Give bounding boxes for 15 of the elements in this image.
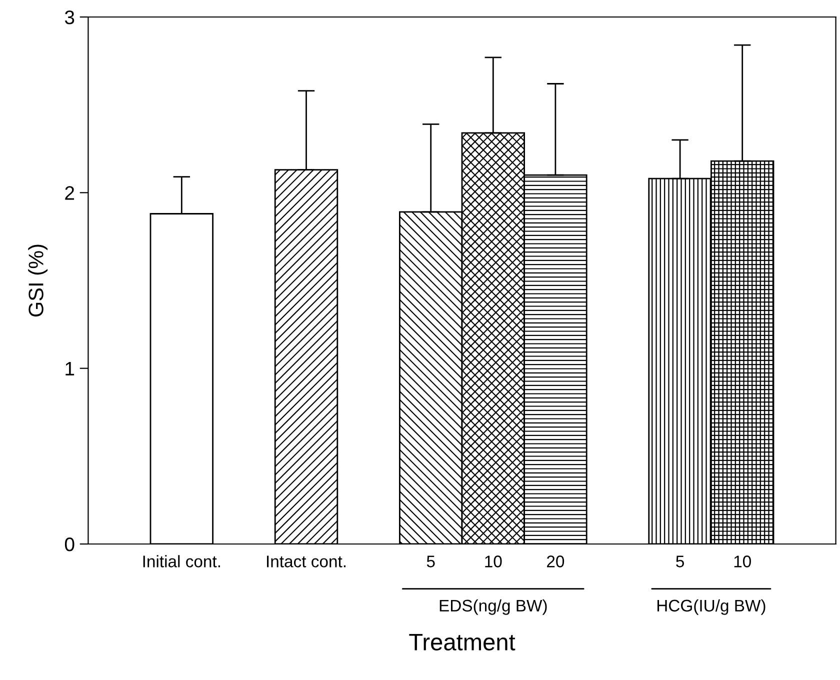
y-tick-label: 3 [64,10,74,24]
text: EDS(ng/g BW) [440,599,547,615]
text: HCG(IU/g BW) [657,599,766,615]
y-tick-label: 1 [66,362,74,376]
y-tick-label: 0 [64,537,74,552]
x-tick-label: Initial cont. [143,555,220,568]
x-tick-label: 10 [734,556,751,568]
y-tick-label: 2 [65,186,74,200]
y-axis-title: GSI (%) [28,244,48,316]
x-tick-label: Intact cont. [267,556,346,568]
x-tick-label: 5 [426,556,435,568]
x-tick-label: 10 [485,556,502,568]
x-tick-label: 20 [547,556,564,568]
x-tick-label: 5 [676,556,684,568]
x-axis-title: Treatment [409,634,516,650]
